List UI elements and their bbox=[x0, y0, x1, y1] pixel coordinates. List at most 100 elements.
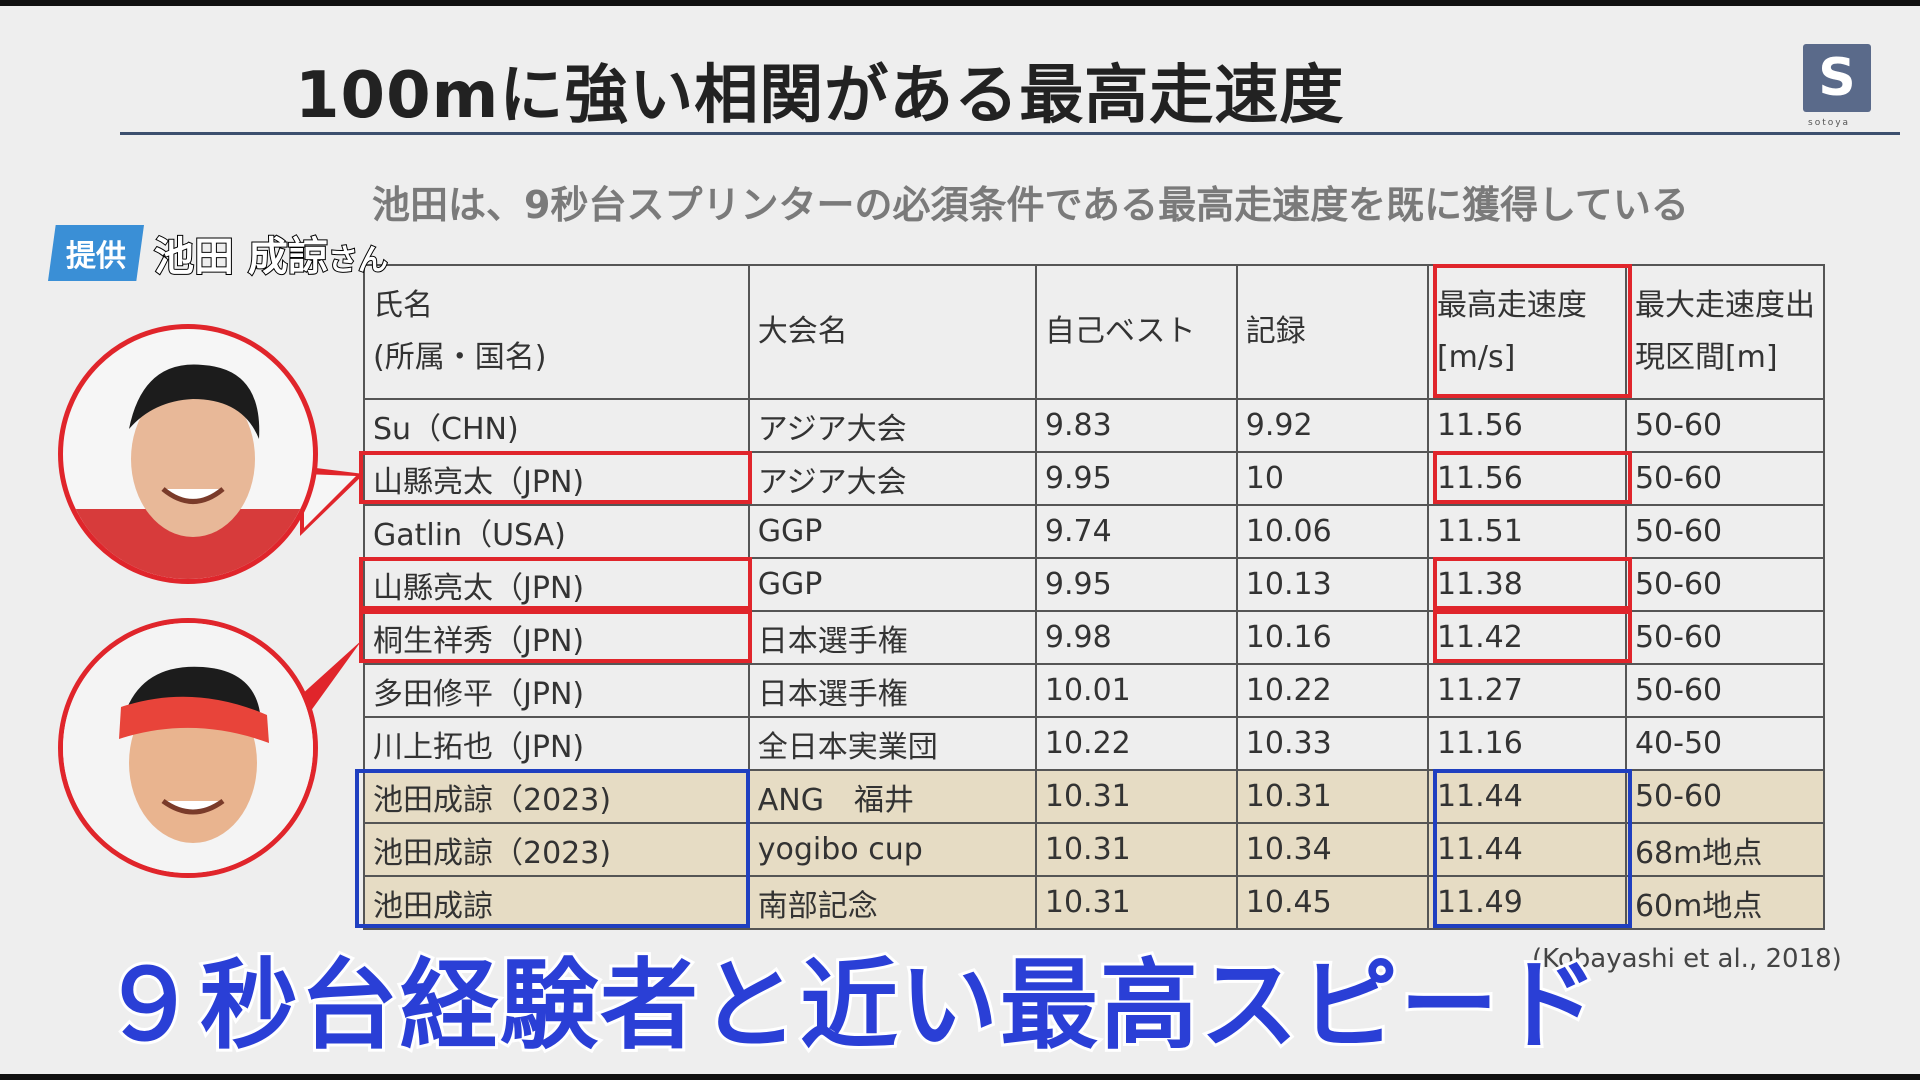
cell-record: 10.13 bbox=[1235, 557, 1429, 612]
cell-event: アジア大会 bbox=[747, 398, 1037, 453]
cell-event: yogibo cup bbox=[747, 822, 1037, 877]
cell-event: アジア大会 bbox=[747, 451, 1037, 506]
header-record: 記録 bbox=[1235, 264, 1429, 400]
athlete-portrait-kiryu bbox=[58, 618, 318, 878]
cell-max-speed-section: 50-60 bbox=[1624, 398, 1826, 453]
cell-personal-best: 9.83 bbox=[1034, 398, 1238, 453]
athlete-portrait-yamagata bbox=[58, 324, 318, 584]
cell-name: 山縣亮太（JPN) bbox=[363, 451, 750, 506]
header-line: 最大走速度出 bbox=[1634, 288, 1815, 323]
cell-max-speed: 11.49 bbox=[1426, 875, 1627, 930]
cell-max-speed-section: 50-60 bbox=[1624, 504, 1826, 559]
credit-name-text: 池田 成諒 bbox=[153, 233, 329, 281]
cell-personal-best: 10.31 bbox=[1034, 875, 1238, 930]
title-divider bbox=[120, 132, 1900, 135]
cell-max-speed: 11.27 bbox=[1426, 663, 1627, 718]
header-max-speed: 最高走速度 [m/s] bbox=[1426, 264, 1627, 400]
cell-record: 10.33 bbox=[1235, 716, 1429, 771]
channel-logo-sub: sotoya bbox=[1808, 118, 1851, 128]
table-row: 多田修平（JPN) 日本選手権 10.01 10.22 11.27 50-60 bbox=[363, 663, 1826, 718]
cell-name: Gatlin（USA) bbox=[363, 504, 750, 559]
cell-max-speed: 11.42 bbox=[1426, 610, 1627, 665]
cell-max-speed: 11.56 bbox=[1426, 398, 1627, 453]
portrait-pointer-2 bbox=[300, 640, 362, 726]
cell-personal-best: 10.31 bbox=[1034, 769, 1238, 824]
cell-max-speed-section: 40-50 bbox=[1624, 716, 1826, 771]
header-line: 現区間[m] bbox=[1634, 340, 1778, 375]
table-row: 桐生祥秀（JPN) 日本選手権 9.98 10.16 11.42 50-60 bbox=[363, 610, 1826, 665]
header-personal-best: 自己ベスト bbox=[1034, 264, 1238, 400]
cell-name: Su（CHN) bbox=[363, 398, 750, 453]
cell-event: 日本選手権 bbox=[747, 663, 1037, 718]
sprinter-speed-table: 氏名 (所属・国名) 大会名 自己ベスト 記録 最高走速度 [m/s] 最大走速度出 現区間[m… bbox=[363, 264, 1826, 930]
person-face-icon bbox=[63, 364, 313, 579]
cell-event: 全日本実業団 bbox=[747, 716, 1037, 771]
header-max-speed-section: 最大走速度出 現区間[m] bbox=[1624, 264, 1826, 400]
cell-event: GGP bbox=[747, 557, 1037, 612]
slide: 100mに強い相関がある最高走速度 S sotoya 池田は、9秒台スプリンター… bbox=[0, 6, 1920, 1074]
header-line: 最高走速度 bbox=[1436, 288, 1587, 323]
cell-name: 多田修平（JPN) bbox=[363, 663, 750, 718]
cell-max-speed-section: 60m地点 bbox=[1624, 875, 1826, 930]
header-line: 自己ベスト bbox=[1044, 314, 1196, 349]
cell-name: 山縣亮太（JPN) bbox=[363, 557, 750, 612]
table-row: Su（CHN) アジア大会 9.83 9.92 11.56 50-60 bbox=[363, 398, 1826, 453]
credit-name-suffix: さん bbox=[327, 242, 389, 279]
cell-record: 10.34 bbox=[1235, 822, 1429, 877]
cell-event: 日本選手権 bbox=[747, 610, 1037, 665]
cell-record: 10.16 bbox=[1235, 610, 1429, 665]
table-header-row: 氏名 (所属・国名) 大会名 自己ベスト 記録 最高走速度 [m/s] 最大走速度出 現区間[m… bbox=[363, 264, 1826, 400]
photo-credit: 提供 池田 成諒さん bbox=[48, 224, 389, 282]
cell-max-speed-section: 50-60 bbox=[1624, 451, 1826, 506]
header-line: 大会名 bbox=[757, 314, 848, 349]
cell-max-speed-section: 50-60 bbox=[1624, 610, 1826, 665]
cell-event: 南部記念 bbox=[747, 875, 1037, 930]
cell-personal-best: 9.74 bbox=[1034, 504, 1238, 559]
cell-record: 10.06 bbox=[1235, 504, 1429, 559]
cell-name: 川上拓也（JPN) bbox=[363, 716, 750, 771]
table-row: 池田成諒（2023) ANG 福井 10.31 10.31 11.44 50-60 bbox=[363, 769, 1826, 824]
cell-event: GGP bbox=[747, 504, 1037, 559]
cell-personal-best: 10.31 bbox=[1034, 822, 1238, 877]
cell-personal-best: 10.01 bbox=[1034, 663, 1238, 718]
table-row: 山縣亮太（JPN) GGP 9.95 10.13 11.38 50-60 bbox=[363, 557, 1826, 612]
table-row: 川上拓也（JPN) 全日本実業団 10.22 10.33 11.16 40-50 bbox=[363, 716, 1826, 771]
cell-record: 10.31 bbox=[1235, 769, 1429, 824]
header-line: 氏名 bbox=[373, 288, 433, 323]
telop-caption: ９秒台経験者と近い最高スピード bbox=[97, 946, 1601, 1066]
portrait-pointer-1 bbox=[300, 466, 364, 536]
cell-max-speed-section: 50-60 bbox=[1624, 557, 1826, 612]
cell-name: 池田成諒（2023) bbox=[363, 822, 750, 877]
table-row: 山縣亮太（JPN) アジア大会 9.95 10 11.56 50-60 bbox=[363, 451, 1826, 506]
cell-record: 9.92 bbox=[1235, 398, 1429, 453]
slide-subtitle: 池田は、9秒台スプリンターの必須条件である最高走速度を既に獲得している bbox=[372, 183, 1689, 227]
cell-event: ANG 福井 bbox=[747, 769, 1037, 824]
cell-max-speed: 11.38 bbox=[1426, 557, 1627, 612]
citation: (Kobayashi et al., 2018) bbox=[1532, 944, 1842, 974]
table-row: Gatlin（USA) GGP 9.74 10.06 11.51 50-60 bbox=[363, 504, 1826, 559]
channel-logo: S bbox=[1803, 44, 1871, 112]
cell-max-speed: 11.44 bbox=[1426, 822, 1627, 877]
slide-title: 100mに強い相関がある最高走速度 bbox=[295, 59, 1345, 133]
cell-max-speed: 11.51 bbox=[1426, 504, 1627, 559]
header-line: 記録 bbox=[1245, 314, 1306, 349]
cell-max-speed: 11.16 bbox=[1426, 716, 1627, 771]
table-row: 池田成諒 南部記念 10.31 10.45 11.49 60m地点 bbox=[363, 875, 1826, 930]
header-line: (所属・国名) bbox=[373, 340, 547, 375]
cell-name: 桐生祥秀（JPN) bbox=[363, 610, 750, 665]
cell-personal-best: 9.98 bbox=[1034, 610, 1238, 665]
cell-name: 池田成諒（2023) bbox=[363, 769, 750, 824]
cell-personal-best: 10.22 bbox=[1034, 716, 1238, 771]
header-line: [m/s] bbox=[1436, 340, 1516, 375]
credit-name: 池田 成諒さん bbox=[153, 224, 389, 282]
person-face-icon bbox=[63, 623, 313, 873]
header-event: 大会名 bbox=[747, 264, 1037, 400]
cell-personal-best: 9.95 bbox=[1034, 451, 1238, 506]
cell-record: 10 bbox=[1235, 451, 1429, 506]
cell-max-speed-section: 68m地点 bbox=[1624, 822, 1826, 877]
cell-record: 10.45 bbox=[1235, 875, 1429, 930]
cell-record: 10.22 bbox=[1235, 663, 1429, 718]
table-row: 池田成諒（2023) yogibo cup 10.31 10.34 11.44 68m地点 bbox=[363, 822, 1826, 877]
header-name: 氏名 (所属・国名) bbox=[363, 264, 750, 400]
credit-badge: 提供 bbox=[48, 225, 144, 281]
